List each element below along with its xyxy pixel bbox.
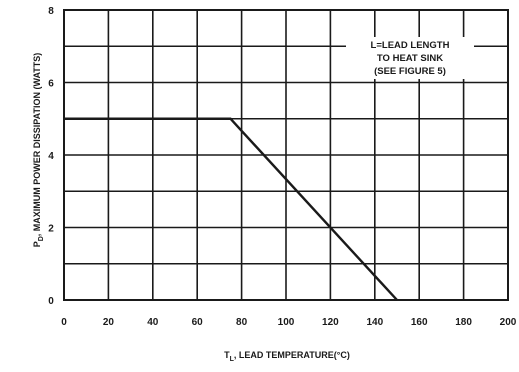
x-tick-label: 40: [147, 317, 159, 328]
y-tick-label: 6: [48, 79, 54, 90]
x-tick-labels: 0 20 40 60 80 100 120 140 160 180 200: [61, 317, 517, 328]
x-tick-label: 140: [366, 317, 383, 328]
x-axis-title: TL, LEAD TEMPERATURE(°C): [224, 350, 350, 363]
x-tick-label: 0: [61, 317, 67, 328]
y-tick-labels: 0 2 4 6 8: [48, 6, 54, 307]
x-tick-label: 80: [236, 317, 248, 328]
y-axis-title-sub: D: [38, 236, 45, 241]
x-tick-label: 160: [411, 317, 428, 328]
y-axis-title-main: P: [32, 241, 42, 247]
grid: [64, 10, 508, 300]
series-line: [64, 117, 398, 301]
y-tick-label: 2: [48, 224, 54, 235]
y-axis-title-rest: , MAXIMUM POWER DISSIPATION (WATTS): [32, 53, 42, 237]
x-axis-title-sub: L: [230, 356, 235, 363]
y-tick-label: 4: [48, 151, 54, 162]
y-axis-title: PD, MAXIMUM POWER DISSIPATION (WATTS): [32, 53, 45, 248]
x-tick-label: 100: [278, 317, 295, 328]
x-tick-label: 20: [103, 317, 115, 328]
annotation: L=LEAD LENGTH TO HEAT SINK (SEE FIGURE 5…: [346, 37, 474, 79]
y-tick-label: 8: [48, 6, 54, 17]
x-tick-label: 180: [455, 317, 472, 328]
x-axis-title-rest: , LEAD TEMPERATURE(°C): [234, 350, 350, 360]
y-tick-label: 0: [48, 296, 54, 307]
annotation-background: [346, 37, 474, 79]
annotation-line-1: L=LEAD LENGTH: [371, 40, 450, 51]
x-tick-label: 120: [322, 317, 339, 328]
x-axis-title-main: T: [224, 350, 230, 360]
x-tick-label: 60: [192, 317, 204, 328]
plot-frame: [63, 9, 509, 301]
annotation-line-3: (SEE FIGURE 5): [374, 66, 446, 77]
annotation-line-2: TO HEAT SINK: [377, 53, 443, 64]
x-tick-label: 200: [500, 317, 517, 328]
